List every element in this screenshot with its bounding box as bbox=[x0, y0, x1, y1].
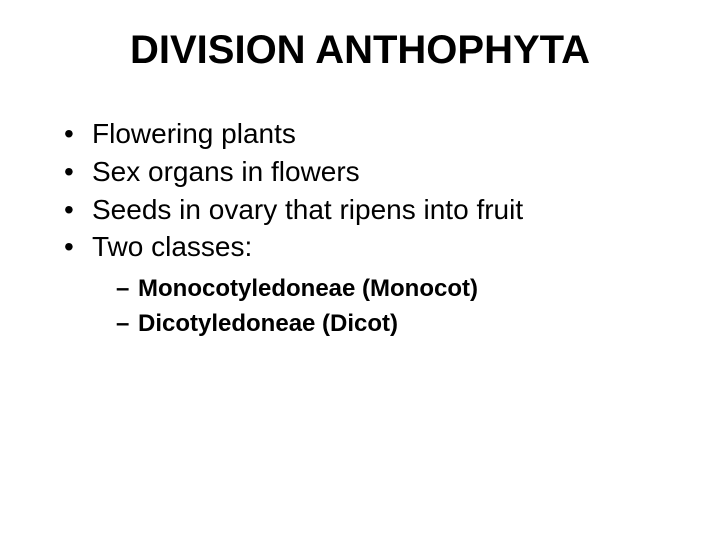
bullet-item: • Seeds in ovary that ripens into fruit bbox=[64, 191, 670, 229]
bullet-marker-icon: • bbox=[64, 153, 92, 191]
bullet-marker-icon: • bbox=[64, 115, 92, 153]
bullet-text: Seeds in ovary that ripens into fruit bbox=[92, 191, 523, 229]
bullet-item: • Flowering plants bbox=[64, 115, 670, 153]
dash-marker-icon: – bbox=[116, 307, 138, 342]
dash-marker-icon: – bbox=[116, 272, 138, 307]
bullet-item: • Two classes: bbox=[64, 228, 670, 266]
slide-title: DIVISION ANTHOPHYTA bbox=[50, 28, 670, 73]
main-bullet-list: • Flowering plants • Sex organs in flowe… bbox=[50, 115, 670, 266]
bullet-marker-icon: • bbox=[64, 191, 92, 229]
sub-item-text: Dicotyledoneae (Dicot) bbox=[138, 307, 398, 342]
bullet-marker-icon: • bbox=[64, 228, 92, 266]
bullet-text: Sex organs in flowers bbox=[92, 153, 360, 191]
bullet-item: • Sex organs in flowers bbox=[64, 153, 670, 191]
sub-item-text: Monocotyledoneae (Monocot) bbox=[138, 272, 478, 307]
sub-bullet-list: – Monocotyledoneae (Monocot) – Dicotyled… bbox=[50, 272, 670, 342]
bullet-text: Two classes: bbox=[92, 228, 252, 266]
bullet-text: Flowering plants bbox=[92, 115, 296, 153]
sub-item: – Monocotyledoneae (Monocot) bbox=[116, 272, 670, 307]
sub-item: – Dicotyledoneae (Dicot) bbox=[116, 307, 670, 342]
